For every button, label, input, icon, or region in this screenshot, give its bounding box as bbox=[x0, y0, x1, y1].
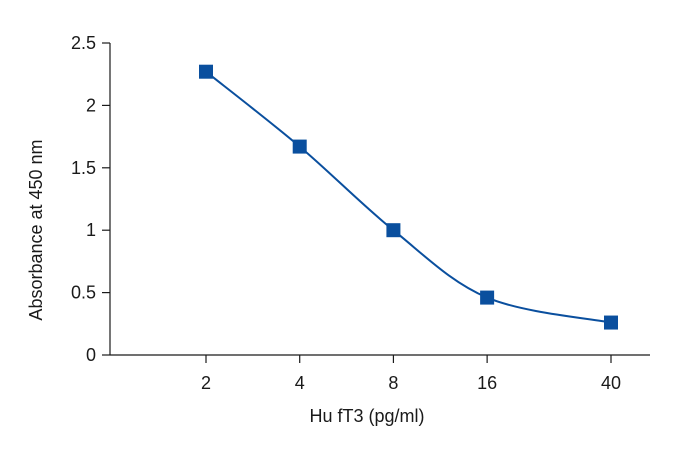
axes bbox=[109, 43, 650, 356]
data-point bbox=[604, 315, 618, 330]
y-tick-label: 1.5 bbox=[71, 158, 96, 178]
x-tick-label: 2 bbox=[201, 373, 211, 393]
x-tick-label: 16 bbox=[477, 373, 497, 393]
x-tick-label: 8 bbox=[388, 373, 398, 393]
series-fit-curve bbox=[205, 70, 612, 324]
x-tick-label: 4 bbox=[295, 373, 305, 393]
y-tick-label: 0.5 bbox=[71, 283, 96, 303]
y-axis-label: Absorbance at 450 nm bbox=[26, 139, 46, 320]
y-tick-label: 2.5 bbox=[71, 33, 96, 53]
y-tick-label: 1 bbox=[86, 220, 96, 240]
y-tick-label: 0 bbox=[86, 345, 96, 365]
x-axis-label: Hu fT3 (pg/ml) bbox=[309, 406, 424, 426]
data-point bbox=[386, 223, 401, 238]
y-axis-ticks: 0 0.5 1 1.5 2 2.5 bbox=[71, 33, 110, 365]
x-tick-label: 40 bbox=[601, 373, 621, 393]
data-point bbox=[199, 64, 213, 79]
series-markers bbox=[199, 64, 618, 330]
x-axis-ticks: 2 4 8 16 40 bbox=[201, 355, 621, 393]
data-point bbox=[480, 290, 495, 305]
data-point bbox=[292, 139, 307, 154]
y-tick-label: 2 bbox=[86, 95, 96, 115]
